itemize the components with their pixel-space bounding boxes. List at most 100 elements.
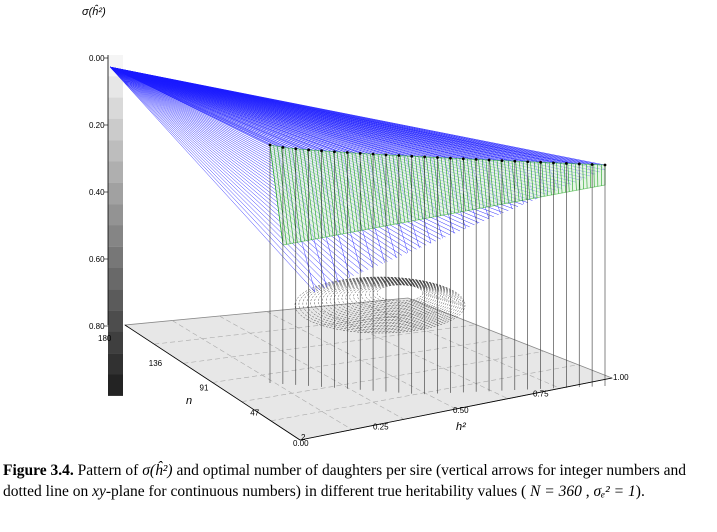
contour-ring bbox=[349, 282, 438, 312]
ridge-mesh-line bbox=[560, 163, 563, 194]
optimum-arrow-head bbox=[384, 153, 388, 157]
ridge-mesh-line bbox=[455, 158, 463, 212]
optimum-arrow-head bbox=[371, 152, 375, 156]
sigma-mesh-line bbox=[109, 66, 606, 166]
caption-eq-sigma-e: σₑ² = 1 bbox=[593, 482, 636, 500]
scale-bar-step bbox=[108, 246, 123, 269]
ridge-mesh-line bbox=[541, 162, 545, 197]
scale-bar-step bbox=[108, 204, 123, 226]
scale-bar-step bbox=[108, 353, 123, 375]
ridge-mesh-line bbox=[373, 154, 384, 227]
optimum-arrow-head bbox=[333, 150, 336, 154]
optimum-arrow-head bbox=[564, 162, 568, 165]
optimum-arrow-head bbox=[436, 156, 439, 159]
contour-ring bbox=[333, 280, 446, 319]
optimum-arrow-head bbox=[552, 161, 555, 165]
integer-optimum-arrows bbox=[268, 143, 607, 395]
base-plane bbox=[123, 297, 614, 441]
ridge-mesh-line bbox=[504, 160, 509, 204]
sigma-mesh-line bbox=[109, 66, 596, 175]
sigma-mesh-line bbox=[109, 66, 586, 179]
ridge-mesh-line bbox=[314, 150, 327, 238]
contour-ring bbox=[376, 284, 424, 302]
optimum-arrow-head bbox=[487, 158, 491, 162]
z-axis-tick-label: 0.60 bbox=[89, 255, 105, 264]
ridge-mesh-line bbox=[280, 147, 295, 244]
ridge-mesh-line bbox=[466, 158, 473, 210]
n-axis-line bbox=[124, 324, 301, 441]
scale-bar-step bbox=[108, 374, 123, 396]
optimum-arrow-head bbox=[474, 158, 478, 161]
contour-ring bbox=[306, 277, 460, 329]
ridge-mesh-line bbox=[403, 155, 413, 222]
caption-sigma: σ(ĥ²) bbox=[142, 462, 173, 479]
scale-bar-step bbox=[108, 289, 123, 311]
optimum-arrow-head bbox=[268, 143, 272, 147]
sigma-mesh-line bbox=[109, 66, 330, 287]
ridge-mesh-line bbox=[571, 163, 574, 192]
contour-ring bbox=[322, 279, 452, 323]
h-axis-line bbox=[299, 377, 613, 441]
optimum-arrow-head bbox=[294, 147, 298, 151]
ridge-mesh-line bbox=[440, 157, 448, 215]
ridge-mesh-line bbox=[426, 156, 434, 218]
ridge-mesh-line bbox=[310, 149, 323, 238]
ridge-mesh-line bbox=[433, 157, 441, 216]
ridge-mesh-line bbox=[321, 150, 334, 236]
caption-eq-n: N = 360 bbox=[530, 482, 582, 500]
caption-xy: xy bbox=[92, 482, 106, 500]
ridge-mesh-line bbox=[329, 151, 341, 235]
sigma-mesh-line bbox=[109, 66, 316, 293]
contour-ring bbox=[302, 277, 462, 331]
sigma-mesh-line bbox=[109, 66, 340, 283]
ridge-mesh-line bbox=[452, 158, 459, 213]
ridge-mesh-line bbox=[299, 149, 312, 240]
sigma-mesh-line bbox=[109, 66, 359, 274]
ridge-mesh-line bbox=[269, 144, 284, 246]
ridge-mesh-line bbox=[463, 158, 470, 211]
n-axis-title: n bbox=[186, 395, 192, 407]
contour-ring bbox=[361, 283, 432, 308]
ridge-mesh-line bbox=[567, 163, 570, 192]
ridge-mesh-line bbox=[318, 150, 330, 237]
sigma-mesh-line bbox=[109, 66, 345, 280]
ridge-mesh-line bbox=[288, 148, 302, 242]
ridge-mesh-line bbox=[370, 153, 380, 228]
optimum-arrow-head bbox=[397, 154, 401, 157]
ridge-mesh-line bbox=[344, 152, 355, 232]
optimum-arrow-head bbox=[500, 159, 504, 163]
h-axis-tick-label: 0.25 bbox=[373, 423, 389, 432]
contour-ring bbox=[353, 282, 436, 311]
surface-plot: 0.000.200.400.600.80180136914720.000.250… bbox=[82, 5, 629, 448]
h-axis-tick-label: 0.50 bbox=[453, 406, 469, 415]
optimum-arrow-head bbox=[590, 163, 594, 166]
ridge-mesh-line bbox=[522, 161, 527, 200]
optimum-arrow-head bbox=[539, 160, 542, 164]
optimum-arrow-head bbox=[358, 151, 362, 155]
color-scale-bar bbox=[108, 55, 123, 396]
ridge-mesh-line bbox=[459, 158, 466, 212]
z-axis-tick-label: 0.00 bbox=[89, 54, 105, 63]
ridge-mesh-line bbox=[303, 149, 316, 240]
ridge-mesh-line bbox=[385, 154, 395, 225]
optimum-arrow-head bbox=[410, 154, 414, 158]
ridge-mesh-line bbox=[277, 146, 291, 244]
contour-ring bbox=[325, 279, 450, 322]
ridge-mesh-line bbox=[545, 162, 549, 196]
optimum-arrow-head bbox=[345, 151, 349, 154]
ridge-mesh-line bbox=[429, 157, 438, 217]
ridge-mesh-line bbox=[537, 162, 541, 198]
ridge-mesh-line bbox=[474, 159, 481, 209]
figure-caption: Figure 3.4. Pattern of σ(ĥ²) and optimal… bbox=[3, 461, 715, 502]
caption-text-5: ). bbox=[635, 482, 645, 500]
ridge-mesh-line bbox=[422, 156, 430, 218]
ridge-mesh-line bbox=[586, 164, 588, 189]
sigma-mesh-line bbox=[109, 66, 591, 177]
ridge-mesh-line bbox=[530, 161, 534, 199]
ridge-mesh-line bbox=[273, 146, 287, 245]
z-axis-title: σ(ĥ²) bbox=[82, 5, 106, 18]
ridge-mesh-line bbox=[414, 156, 423, 220]
sigma-mesh-line bbox=[109, 66, 601, 173]
scale-bar-step bbox=[108, 331, 123, 354]
ridge-mesh-line bbox=[448, 158, 456, 214]
